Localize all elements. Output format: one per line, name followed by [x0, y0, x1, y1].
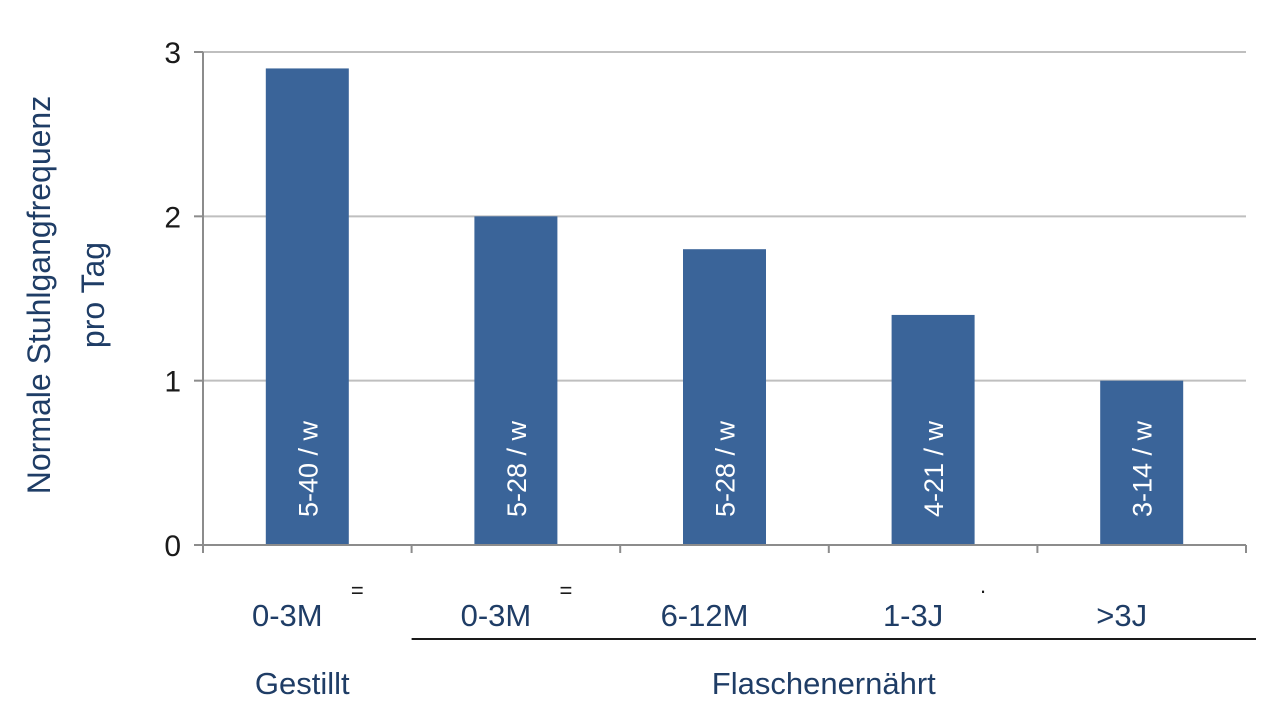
- y-axis-label: Normale Stuhlgangfrequenz pro Tag: [21, 96, 111, 494]
- bar-data-label: 5-28 / w: [711, 420, 741, 517]
- bars: [265, 68, 1184, 546]
- axes: [194, 51, 1256, 640]
- bar-data-label: 5-28 / w: [502, 420, 532, 517]
- bar: [265, 68, 349, 545]
- bar: [891, 314, 975, 545]
- bar-data-label: 3-14 / w: [1128, 420, 1158, 517]
- x-category-label: 1-3J: [883, 598, 943, 633]
- y-tick-label: 0: [164, 530, 181, 563]
- x-category-label: >3J: [1096, 598, 1147, 633]
- x-category-label: 6-12M: [661, 598, 749, 633]
- x-category-label: 0-3M: [461, 598, 532, 633]
- category-marker: ·: [979, 578, 986, 603]
- group-label: Flaschenernährt: [712, 666, 936, 701]
- bar: [474, 216, 558, 546]
- bar: [1100, 380, 1184, 545]
- group-label: Gestillt: [255, 666, 350, 701]
- bar: [683, 249, 766, 545]
- bar-data-label: 4-21 / w: [919, 420, 949, 517]
- y-axis-label-line-2: pro Tag: [75, 242, 111, 348]
- y-tick-label: 1: [164, 366, 181, 399]
- labels: 0 1 2 3 5-40 / w 0-3M = 5-28 / w 0-3M = 5-28 / w 6-…: [164, 37, 1157, 701]
- category-marker: =: [559, 578, 572, 603]
- category-marker: =: [351, 578, 364, 603]
- y-axis-label-line-1: Normale Stuhlgangfrequenz: [21, 96, 57, 494]
- x-category-label: 0-3M: [252, 598, 323, 633]
- y-tick-label: 2: [164, 201, 181, 234]
- y-tick-label: 3: [164, 37, 181, 70]
- bar-data-label: 5-40 / w: [293, 420, 323, 517]
